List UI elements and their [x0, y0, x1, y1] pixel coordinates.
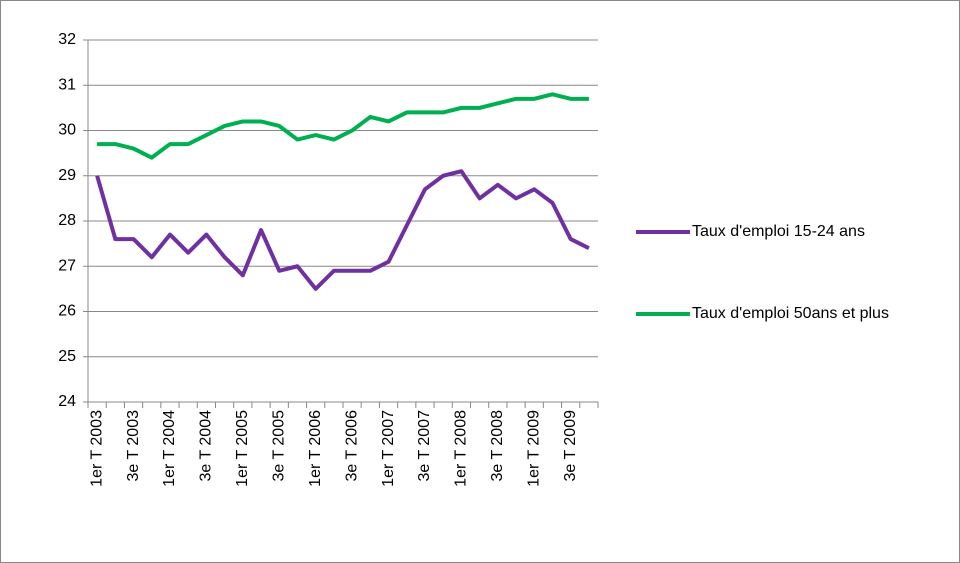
y-tick-label: 26 — [58, 303, 76, 320]
x-tick-label: 1er T 2009 — [525, 410, 542, 487]
legend-label: Taux d'emploi 15-24 ans — [692, 223, 865, 240]
y-tick-label: 32 — [58, 31, 76, 48]
x-tick-label: 1er T 2008 — [453, 410, 470, 487]
x-tick-label: 3e T 2004 — [198, 410, 215, 482]
x-tick-label: 3e T 2009 — [562, 410, 579, 482]
y-tick-label: 28 — [58, 212, 76, 229]
y-tick-label: 31 — [58, 76, 76, 93]
x-tick-label: 3e T 2003 — [125, 410, 142, 482]
x-tick-label: 1er T 2004 — [161, 410, 178, 487]
series-line — [97, 92, 589, 160]
x-tick-label: 3e T 2006 — [343, 410, 360, 482]
legend-label: Taux d'emploi 50ans et plus — [692, 305, 889, 322]
x-tick-label: 1er T 2006 — [307, 410, 324, 487]
x-tick-label: 1er T 2005 — [234, 410, 251, 487]
series-line — [95, 169, 590, 291]
y-tick-label: 29 — [58, 167, 76, 184]
y-tick-label: 25 — [58, 348, 76, 365]
x-tick-label: 1er T 2003 — [88, 410, 105, 487]
x-tick-label: 3e T 2007 — [416, 410, 433, 482]
x-tick-label: 1er T 2007 — [380, 410, 397, 487]
x-tick-label: 3e T 2008 — [489, 410, 506, 482]
y-tick-label: 30 — [58, 122, 76, 139]
y-tick-label: 27 — [58, 257, 76, 274]
y-tick-label: 24 — [58, 393, 76, 410]
x-tick-label: 3e T 2005 — [270, 410, 287, 482]
